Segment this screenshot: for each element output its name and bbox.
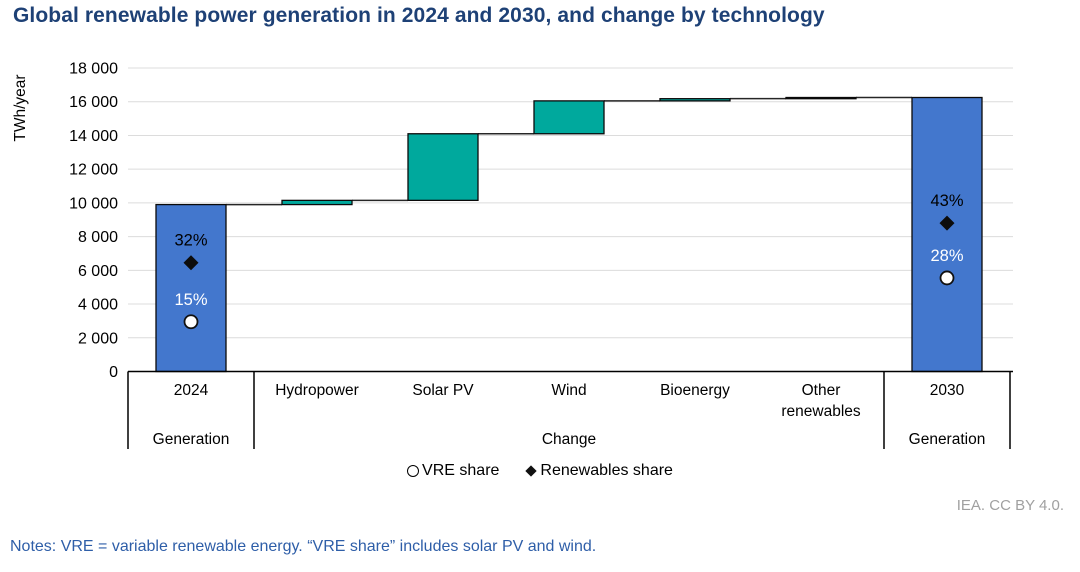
y-tick-label: 4 000 bbox=[78, 297, 118, 314]
y-tick-label: 2 000 bbox=[78, 330, 118, 347]
y-axis-title: TWh/year bbox=[12, 74, 29, 141]
y-tick-label: 12 000 bbox=[69, 162, 118, 179]
group-label-generation: Generation bbox=[153, 431, 230, 448]
category-label-bioenergy: Bioenergy bbox=[660, 382, 730, 399]
legend-item-vre-share: VRE share bbox=[407, 462, 499, 480]
bar-bioenergy bbox=[659, 98, 731, 102]
chart-title: Global renewable power generation in 202… bbox=[13, 4, 825, 27]
y-tick-label: 14 000 bbox=[69, 128, 118, 145]
bar-hydropower bbox=[281, 199, 353, 206]
bar-wind bbox=[533, 100, 605, 135]
y-tick-label: 0 bbox=[109, 364, 118, 381]
bar-other-renewables bbox=[785, 96, 857, 100]
category-label-2030: 2030 bbox=[930, 382, 965, 399]
y-tick-label: 10 000 bbox=[69, 195, 118, 212]
category-label-2024: 2024 bbox=[174, 382, 209, 399]
y-tick-label: 18 000 bbox=[69, 61, 118, 78]
chart-legend: VRE share Renewables share bbox=[0, 462, 1080, 480]
category-label-other-renewables: Other bbox=[802, 382, 841, 399]
bar-solar-pv bbox=[407, 133, 479, 202]
vre-share-marker bbox=[939, 270, 955, 286]
legend-label-renewables-share: Renewables share bbox=[540, 462, 673, 479]
marker-label: 32% bbox=[174, 232, 207, 250]
circle-outline-icon bbox=[407, 465, 420, 477]
bar-2024 bbox=[155, 203, 227, 373]
category-label-other-renewables: renewables bbox=[781, 403, 861, 420]
license-credit: IEA. CC BY 4.0. bbox=[956, 497, 1064, 514]
legend-label-vre-share: VRE share bbox=[422, 462, 500, 479]
renewables-share-marker bbox=[183, 255, 199, 271]
chart-svg: 0 2 000 4 000 6 000 8 000 10 000 12 000 14 000 1… bbox=[12, 61, 1013, 449]
group-label-generation: Generation bbox=[909, 431, 986, 448]
y-tick-label: 16 000 bbox=[69, 94, 118, 111]
diamond-filled-icon bbox=[525, 465, 538, 477]
renewables-share-marker bbox=[939, 215, 955, 231]
group-label-change: Change bbox=[542, 431, 596, 448]
category-label-solar-pv: Solar PV bbox=[412, 382, 474, 399]
vre-share-marker bbox=[183, 314, 199, 330]
chart-notes: Notes: VRE = variable renewable energy. … bbox=[10, 538, 597, 555]
legend-item-renewables-share: Renewables share bbox=[525, 462, 673, 480]
y-tick-label: 6 000 bbox=[78, 263, 118, 280]
marker-label: 15% bbox=[174, 291, 207, 309]
y-tick-label: 8 000 bbox=[78, 229, 118, 246]
category-label-hydropower: Hydropower bbox=[275, 382, 359, 399]
category-label-wind: Wind bbox=[551, 382, 586, 399]
bar-2030 bbox=[911, 96, 983, 373]
marker-label: 28% bbox=[930, 247, 963, 265]
marker-label: 43% bbox=[930, 192, 963, 210]
